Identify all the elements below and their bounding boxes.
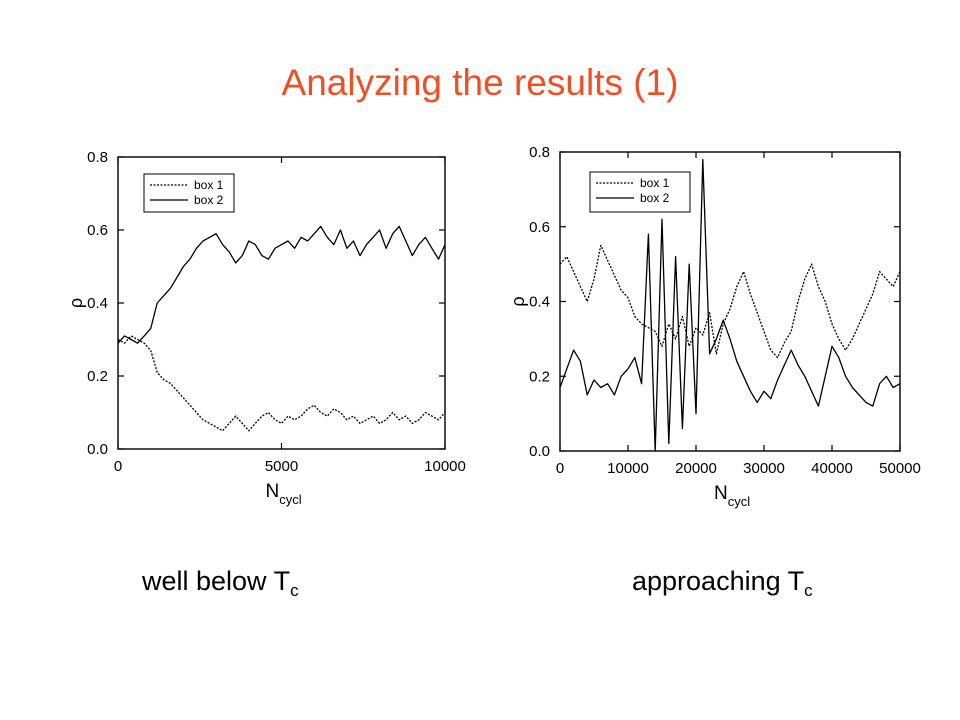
- legend-box: [589, 171, 691, 213]
- y-tick-label: 0.2: [87, 368, 108, 385]
- x-tick-label: 40000: [811, 460, 853, 477]
- legend-label: box 2: [640, 191, 670, 205]
- x-axis-label-subscript: cycl: [279, 492, 302, 507]
- left-caption: well below Tc: [142, 566, 299, 601]
- y-tick-label: 0.0: [529, 443, 550, 460]
- y-tick-label: 0.4: [87, 295, 108, 312]
- y-tick-label: 0.8: [87, 149, 108, 166]
- slide-title: Analyzing the results (1): [281, 62, 679, 103]
- x-tick-label: 50000: [879, 460, 921, 477]
- right-density-chart: 0.0 0.2 0.4 0.6 0.8 0 10000 20000 30000 40000 5000…: [508, 144, 921, 509]
- y-tick-label: 0.8: [529, 144, 550, 161]
- y-tick-label: 0.6: [529, 219, 550, 236]
- legend-box: [143, 173, 235, 213]
- y-tick-label: 0.4: [529, 294, 550, 311]
- series-line-box-2: [117, 225, 446, 344]
- left-caption-subscript: c: [290, 581, 299, 600]
- x-axis-label: Ncycl: [714, 483, 750, 509]
- right-caption-text: approaching T: [632, 566, 805, 596]
- y-tick-label: 0.0: [87, 441, 108, 458]
- x-tick-label: 5000: [265, 458, 298, 475]
- y-axis-label: ρ: [66, 298, 86, 308]
- x-tick-label: 0: [114, 458, 122, 475]
- y-axis-label: ρ: [508, 296, 528, 306]
- series-line-box-1: [117, 335, 446, 432]
- legend-label: box 1: [194, 178, 224, 192]
- legend-label: box 1: [640, 176, 670, 190]
- x-tick-label: 0: [556, 460, 564, 477]
- left-caption-text: well below T: [142, 566, 291, 596]
- x-axis-label-main: N: [714, 483, 728, 504]
- x-axis-label-main: N: [266, 481, 280, 502]
- x-tick-label: 10000: [607, 460, 649, 477]
- x-axis-label: Ncycl: [266, 481, 302, 507]
- legend-label: box 2: [194, 193, 224, 207]
- series-line-box-1: [559, 244, 901, 359]
- x-tick-label: 10000: [424, 458, 466, 475]
- y-tick-label: 0.2: [529, 368, 550, 385]
- x-tick-label: 20000: [675, 460, 717, 477]
- right-caption-subscript: c: [804, 581, 813, 600]
- left-density-chart: 0.0 0.2 0.4 0.6 0.8 0 5000 10000 ρ Ncycl box 1box …: [66, 149, 466, 507]
- x-tick-label: 30000: [743, 460, 785, 477]
- x-axis-label-subscript: cycl: [728, 494, 751, 509]
- y-tick-label: 0.6: [87, 222, 108, 239]
- series-line-box-2: [559, 158, 901, 452]
- right-caption: approaching Tc: [632, 566, 813, 601]
